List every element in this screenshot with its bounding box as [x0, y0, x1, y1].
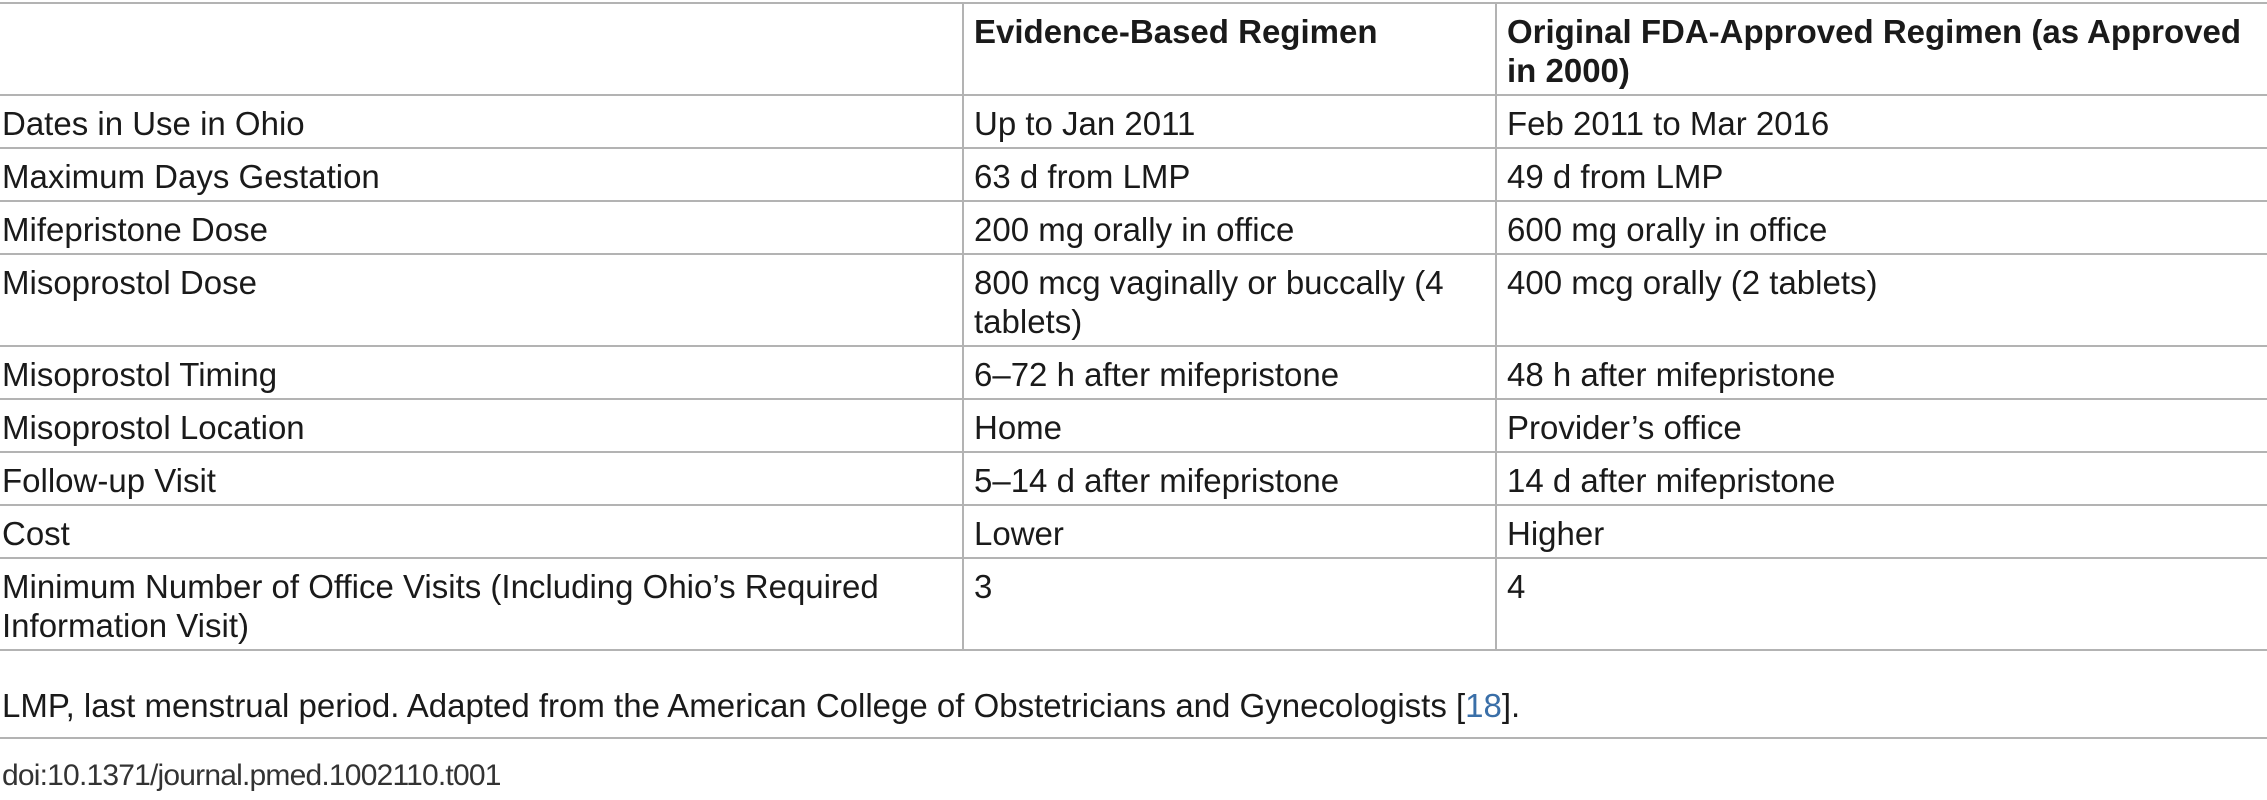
evidence-based-cell: 800 mcg vaginally or buccally (4 tablets… — [962, 253, 1496, 347]
row-label-cell: Dates in Use in Ohio — [0, 94, 963, 149]
evidence-based-cell: 6–72 h after mifepristone — [962, 345, 1496, 400]
header-cell-fda-approved: Original FDA-Approved Regimen (as Approv… — [1495, 2, 2267, 96]
evidence-based-cell: 3 — [962, 557, 1496, 651]
fda-approved-cell: 48 h after mifepristone — [1495, 345, 2267, 400]
row-label-cell: Misoprostol Location — [0, 398, 963, 453]
table-footnote: LMP, last menstrual period. Adapted from… — [2, 686, 1520, 726]
doi-label: doi:10.1371/journal.pmed.1002110.t001 — [2, 759, 501, 792]
row-label-cell: Cost — [0, 504, 963, 559]
evidence-based-cell: Up to Jan 2011 — [962, 94, 1496, 149]
doi-divider — [0, 737, 2267, 739]
fda-approved-cell: Feb 2011 to Mar 2016 — [1495, 94, 2267, 149]
footnote-text: LMP, last menstrual period. Adapted from… — [2, 687, 1466, 724]
fda-approved-cell: 600 mg orally in office — [1495, 200, 2267, 255]
table-row: Cost Lower Higher — [0, 504, 2267, 559]
table-header-row: Evidence-Based Regimen Original FDA-Appr… — [0, 2, 2267, 96]
evidence-based-cell: Home — [962, 398, 1496, 453]
evidence-based-cell: 5–14 d after mifepristone — [962, 451, 1496, 506]
row-label-cell: Minimum Number of Office Visits (Includi… — [0, 557, 963, 651]
fda-approved-cell: 49 d from LMP — [1495, 147, 2267, 202]
evidence-based-cell: Lower — [962, 504, 1496, 559]
table-row: Minimum Number of Office Visits (Includi… — [0, 557, 2267, 651]
table-row: Misoprostol Timing 6–72 h after mifeprist… — [0, 345, 2267, 400]
fda-approved-cell: 400 mcg orally (2 tablets) — [1495, 253, 2267, 347]
evidence-based-cell: 200 mg orally in office — [962, 200, 1496, 255]
footnote-text-end: ]. — [1501, 687, 1521, 724]
row-label-cell: Misoprostol Timing — [0, 345, 963, 400]
header-cell-blank — [0, 2, 963, 96]
fda-approved-cell: 4 — [1495, 557, 2267, 651]
table-row: Dates in Use in Ohio Up to Jan 2011 Feb 20… — [0, 94, 2267, 149]
table-row: Maximum Days Gestation 63 d from LMP 49 d … — [0, 147, 2267, 202]
row-label-cell: Maximum Days Gestation — [0, 147, 963, 202]
table-body: Dates in Use in Ohio Up to Jan 2011 Feb 20… — [0, 94, 2267, 651]
table-row: Mifepristone Dose 200 mg orally in office… — [0, 200, 2267, 255]
header-cell-evidence-based: Evidence-Based Regimen — [962, 2, 1496, 96]
regimen-comparison-table: Evidence-Based Regimen Original FDA-Appr… — [0, 2, 2267, 651]
table-row: Follow-up Visit 5–14 d after mifepristone… — [0, 451, 2267, 506]
fda-approved-cell: Provider’s office — [1495, 398, 2267, 453]
row-label-cell: Follow-up Visit — [0, 451, 963, 506]
reference-link[interactable]: 18 — [1465, 687, 1502, 724]
row-label-cell: Misoprostol Dose — [0, 253, 963, 347]
row-label-cell: Mifepristone Dose — [0, 200, 963, 255]
fda-approved-cell: 14 d after mifepristone — [1495, 451, 2267, 506]
evidence-based-cell: 63 d from LMP — [962, 147, 1496, 202]
table-row: Misoprostol Location Home Provider’s offic… — [0, 398, 2267, 453]
fda-approved-cell: Higher — [1495, 504, 2267, 559]
table-row: Misoprostol Dose 800 mcg vaginally or buc… — [0, 253, 2267, 347]
